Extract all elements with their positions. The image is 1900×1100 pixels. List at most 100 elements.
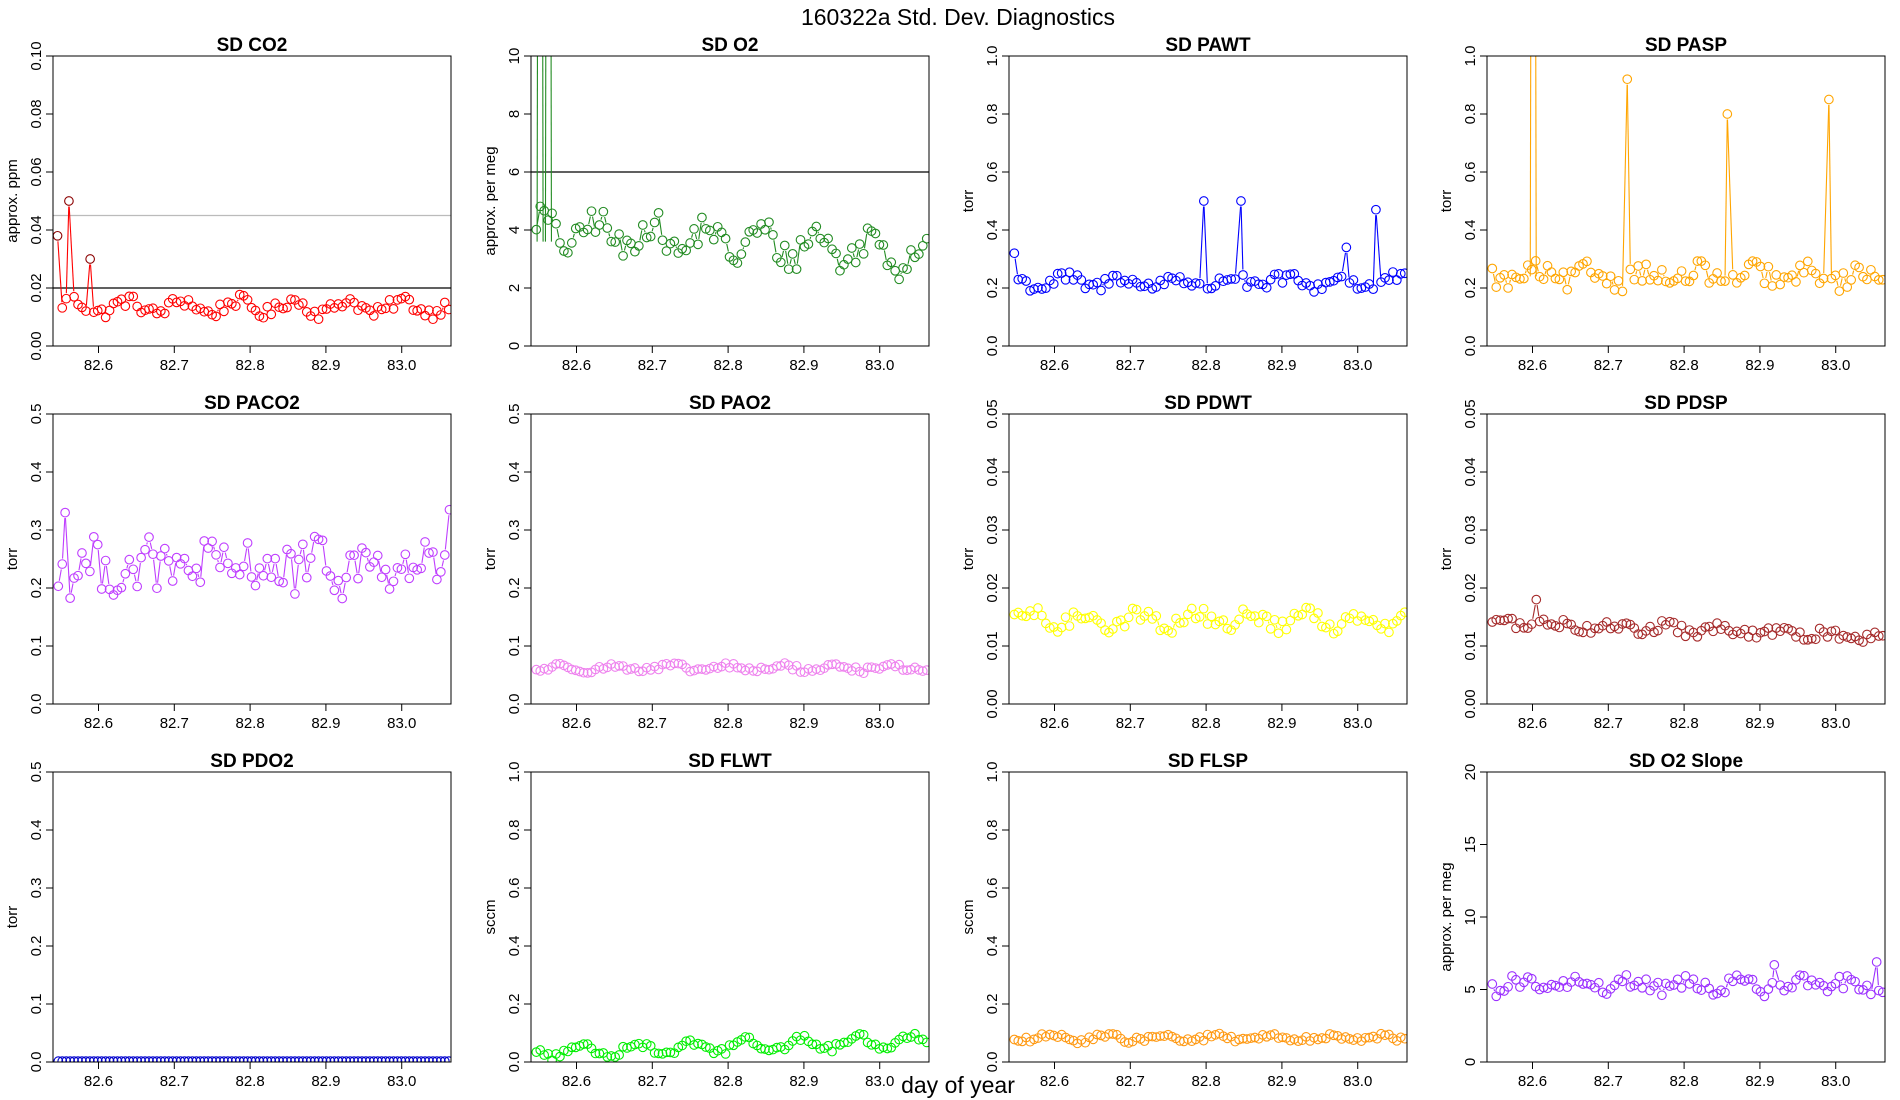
panel-6-data-point [1305,603,1315,614]
panel-6-data-point [1384,627,1394,638]
panel-9-data-point [839,1037,849,1048]
panel-1-data-point [783,264,794,275]
panel-11-data-point [1866,989,1876,1000]
panel-1-series-line [785,250,789,264]
panel-3-data-point [1487,263,1498,274]
panel-4-ytick-label: 0.3 [28,520,45,541]
panel-7-data-point [1653,625,1663,636]
panel-10-data-point [1159,1031,1170,1042]
panel-2-ytick-label: 0.8 [984,104,1001,125]
panel-6-series-line [1157,621,1160,626]
panel-3-xtick-label: 82.7 [1594,357,1623,374]
panel-9: SD FLWT sccm 0.0 0.2 0.4 0.6 0.8 1.0 82.6 82.7 82.… [482,751,930,1090]
panel-10: SD FLSP sccm 0.0 0.2 0.4 0.6 0.8 1.0 82.6 82.7 82.… [960,751,1408,1090]
panel-9-data-point [606,1051,617,1061]
panel-5-data-point [835,662,845,672]
panel-1-data-point [850,257,861,268]
panel-10-data-point [1096,1030,1106,1041]
panel-9-data-point [689,1040,699,1050]
panel-1-data-point [594,220,605,230]
panel-0-data-point [61,293,72,304]
panel-2-data-point [1092,277,1102,288]
panel-7-ytick-label: 0.01 [1462,631,1479,660]
panel-4-series-line [256,573,259,581]
panel-3-series-line [1567,276,1571,285]
panel-1-data-point [854,239,865,249]
panel-6-series-line [1267,621,1270,624]
panel-11-data-point [1799,970,1809,981]
panel-3-series-line [1509,279,1512,283]
panel-1-series-line [691,234,694,238]
panel-4-series-line [101,565,106,584]
panel-1-series-line [809,236,812,240]
panel-11-data-point [1783,981,1793,992]
panel-5-ytick-label: 0.1 [506,636,523,657]
panel-10-data-point [1328,1030,1339,1041]
panel-7-data-point [1507,613,1517,624]
panel-6-xtick-label: 82.9 [1267,715,1296,732]
panel-6-data-point [1143,606,1154,617]
panel-8-data-point [305,1056,316,1062]
panel-4-series-line [405,559,409,573]
panel-5-ytick-label: 0.5 [506,404,523,425]
panel-6-series-line [1275,624,1278,629]
panel-2-data-point [1194,278,1205,289]
panel-9-data-point [657,1048,668,1059]
panel-3-data-point [1629,274,1640,285]
panel-2-data-point [1388,267,1398,277]
panel-6-data-point [1281,624,1292,635]
panel-6-data-point [1218,615,1229,625]
panel-4-series-line [346,560,350,573]
panel-2-series-line [1341,252,1347,272]
panel-4-data-point [148,549,158,560]
panel-10-xtick-label: 83.0 [1343,1073,1372,1090]
panel-10-data-point [1238,1033,1248,1044]
panel-4-data-point [215,562,225,573]
panel-0-data-point [242,294,253,305]
panel-3-data-point [1657,264,1667,275]
panel-8-data-point [368,1056,379,1062]
panel-0-plot-area [53,196,451,325]
panel-2-data-point [1356,283,1367,293]
panel-2-data-point [1135,281,1146,292]
panel-11-data-point [1680,971,1691,981]
panel-2-xtick-label: 82.9 [1267,357,1296,374]
panel-4-data-point [246,572,257,582]
panel-7-data-point [1802,634,1813,645]
panel-11-data-point [1838,983,1849,994]
panel-3-data-point [1873,275,1884,285]
panel-3-data-point [1660,276,1671,287]
panel-1-series-line [726,243,729,252]
panel-4-series-line [433,557,437,575]
panel-1-data-point [531,224,542,235]
panel-8-data-point [282,1056,292,1062]
panel-4-data-point [376,572,387,583]
panel-11-data-point [1850,976,1860,987]
panel-10-data-point [1104,1029,1114,1039]
panel-3-series-line [1828,104,1832,274]
panel-0-frame [52,55,452,347]
panel-4-series-line [307,563,311,573]
panel-11-data-point [1558,976,1569,986]
panel-4-data-point [238,561,249,572]
panel-9-data-point [578,1039,589,1049]
panel-8-data-point [432,1056,442,1062]
panel-1-data-point [846,243,857,253]
panel-4-data-point [266,572,277,583]
panel-8-data-point [124,1056,135,1062]
panel-4-series-line [213,546,216,550]
panel-6-series-line [1172,623,1176,628]
panel-8-data-point [266,1056,277,1062]
panel-7-data-point [1799,634,1809,645]
panel-6-data-point [1324,619,1335,630]
panel-4-series-line [338,585,342,594]
panel-9-xtick-label: 82.9 [789,1073,818,1090]
panel-6-data-point [1332,626,1343,637]
panel-4-data-point [372,550,383,561]
panel-1-data-point [791,264,802,275]
panel-2-plot-area [1009,196,1407,297]
panel-1-series-line [856,249,860,258]
panel-1-xtick-label: 82.8 [714,357,743,374]
panel-7-series-line [1532,604,1536,619]
panel-8-data-point [207,1056,217,1062]
